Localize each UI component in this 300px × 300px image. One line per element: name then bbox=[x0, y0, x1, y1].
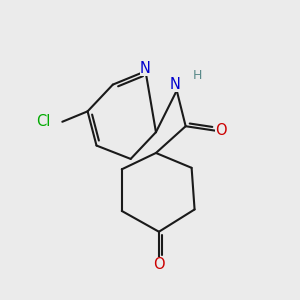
Text: N: N bbox=[140, 61, 151, 76]
Text: H: H bbox=[192, 69, 202, 82]
Text: Cl: Cl bbox=[36, 114, 50, 129]
Text: N: N bbox=[170, 77, 181, 92]
Text: O: O bbox=[153, 257, 165, 272]
Text: O: O bbox=[215, 123, 226, 138]
